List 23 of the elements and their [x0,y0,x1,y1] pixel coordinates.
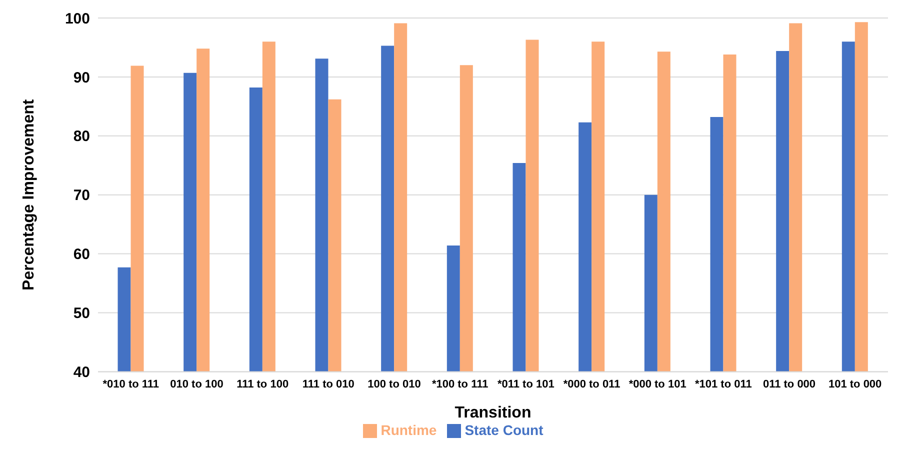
y-tick-label: 100 [64,10,90,28]
x-tick-label: 101 to 000 [828,378,882,391]
x-tick-label: 010 to 100 [170,378,224,391]
x-tick-label: 011 to 000 [762,378,816,391]
y-tick-label: 60 [73,246,90,264]
x-tick-label: *100 to 111 [432,378,488,391]
y-tick-label: 40 [73,364,90,382]
y-tick-label: 50 [73,305,90,322]
x-tick-label: *011 to 101 [497,378,554,391]
y-tick-label: 90 [73,69,90,86]
x-tick-label: *010 to 111 [102,378,160,391]
x-tick-label: *000 to 101 [628,378,686,391]
x-tick-label: 111 to 100 [236,378,289,391]
y-axis-title: Percentage Improvement [20,98,38,290]
y-tick-label: 70 [73,187,90,204]
x-axis-title: Transition [454,404,532,422]
x-tick-label: *000 to 011 [563,378,620,391]
x-tick-label: *101 to 011 [694,378,752,391]
x-tick-label: 111 to 010 [302,378,354,391]
legend-label: Runtime [380,422,437,438]
legend-label: State Count [464,422,544,438]
y-tick-label: 80 [73,128,90,146]
x-tick-label: 100 to 010 [368,378,421,391]
